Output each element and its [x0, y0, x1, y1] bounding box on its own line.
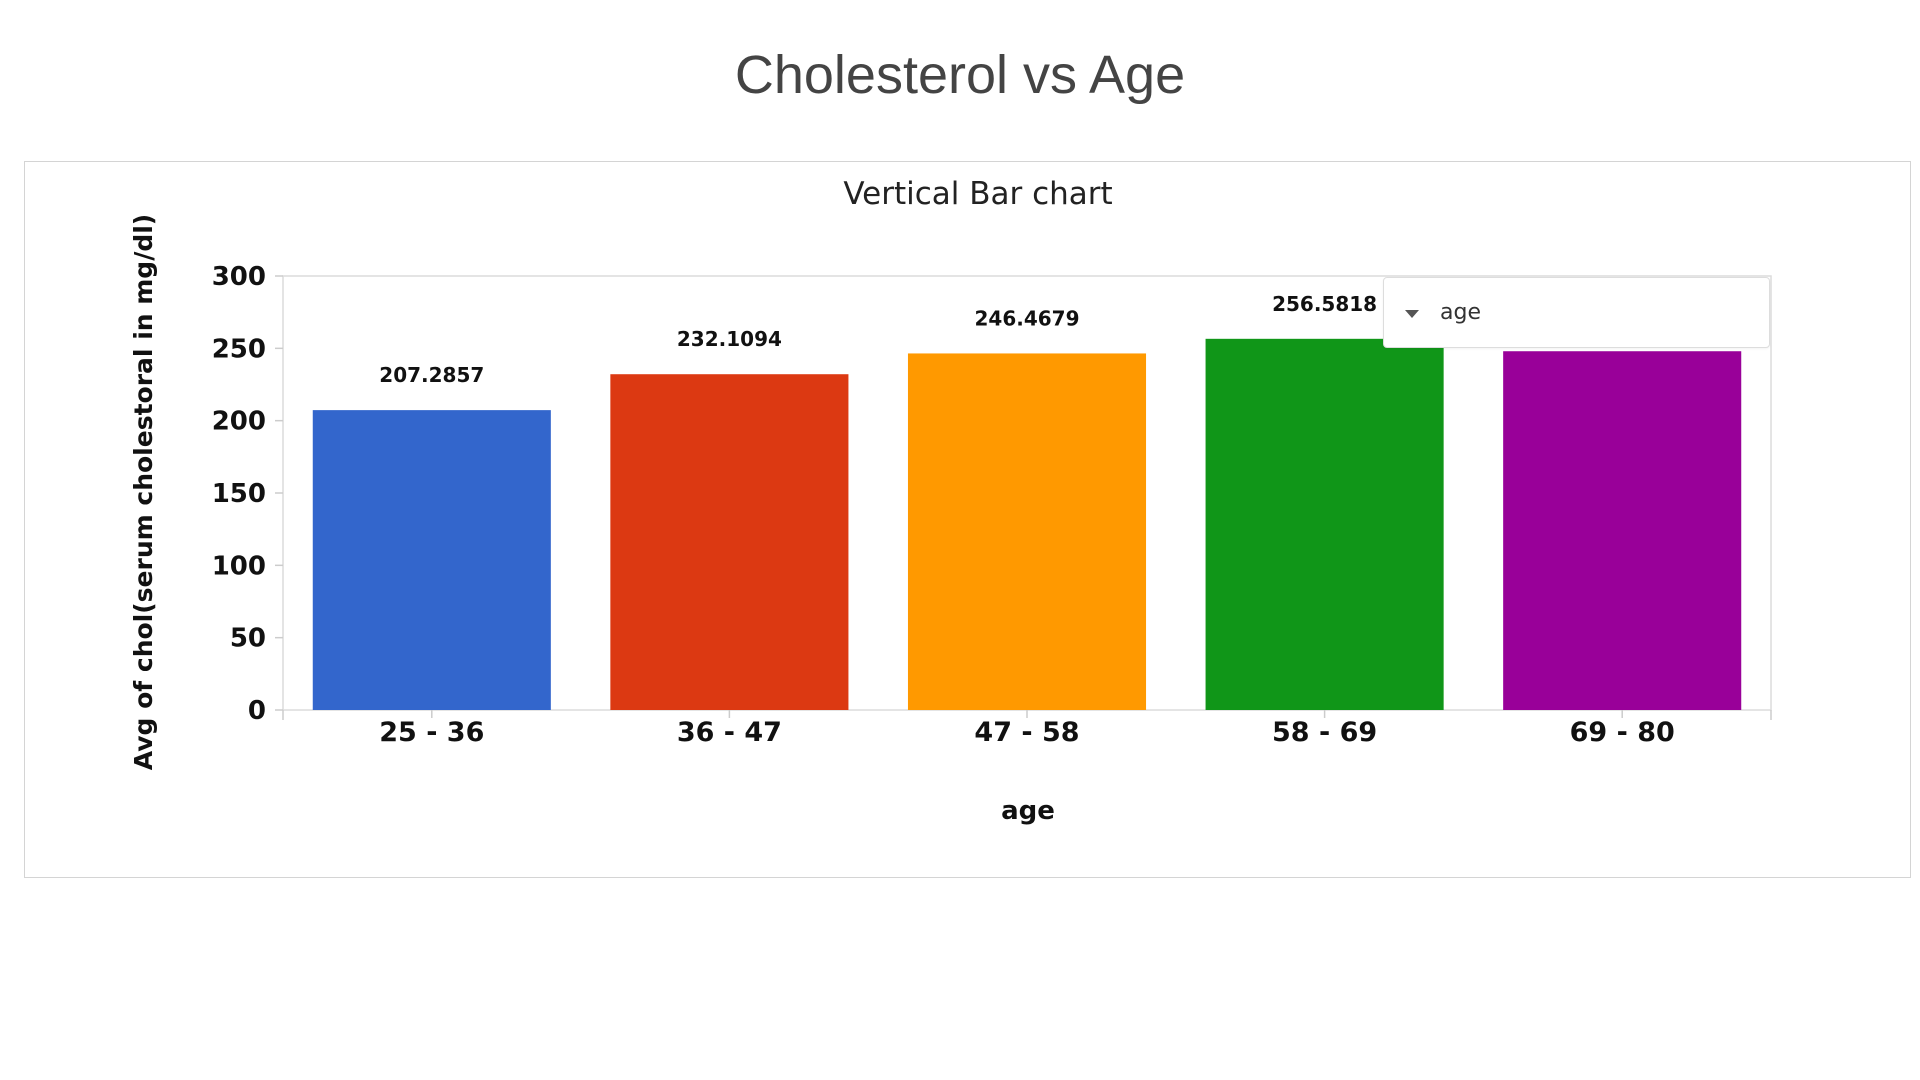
bar-3[interactable] — [907, 353, 1147, 710]
data-label-2: 232.1094 — [677, 327, 782, 351]
x-tick-label: 58 - 69 — [1272, 717, 1377, 748]
y-axis-label: Avg of chol(serum cholestoral in mg/dl) — [129, 214, 158, 770]
data-label-4: 256.5818 — [1272, 292, 1377, 316]
y-tick-label: 100 — [212, 551, 266, 581]
value-labels-group: 207.2857 232.1094 246.4679 256.5818 — [379, 292, 1377, 387]
y-tick-label: 250 — [212, 334, 266, 364]
x-tick-label: 47 - 58 — [974, 717, 1079, 748]
legend-dropdown[interactable]: age — [1383, 277, 1770, 348]
bars-group — [312, 338, 1742, 710]
x-tick-label: 69 - 80 — [1570, 717, 1675, 748]
bar-1[interactable] — [312, 410, 551, 710]
y-tick-label: 200 — [212, 407, 266, 437]
bar-4[interactable] — [1205, 338, 1444, 710]
legend-label: age — [1440, 300, 1481, 325]
chart-title: Vertical Bar chart — [843, 176, 1112, 212]
y-axis: 0 50 100 150 200 250 300 — [212, 262, 283, 726]
data-label-3: 246.4679 — [974, 306, 1079, 330]
slide-title: Cholesterol vs Age — [734, 45, 1186, 105]
x-tick-label: 36 - 47 — [677, 717, 782, 748]
caret-down-icon — [1405, 310, 1419, 318]
y-tick-label: 0 — [248, 696, 266, 726]
y-tick-label: 300 — [212, 262, 266, 292]
data-label-1: 207.2857 — [379, 363, 484, 387]
x-tick-label: 25 - 36 — [379, 717, 484, 748]
y-tick-label: 50 — [230, 624, 266, 654]
bar-5[interactable] — [1503, 351, 1742, 710]
y-tick-label: 150 — [212, 479, 266, 509]
x-axis-label: age — [1001, 796, 1055, 826]
x-axis: 25 - 36 36 - 47 47 - 58 58 - 69 69 - 80 — [282, 710, 1772, 748]
bar-2[interactable] — [610, 374, 849, 710]
